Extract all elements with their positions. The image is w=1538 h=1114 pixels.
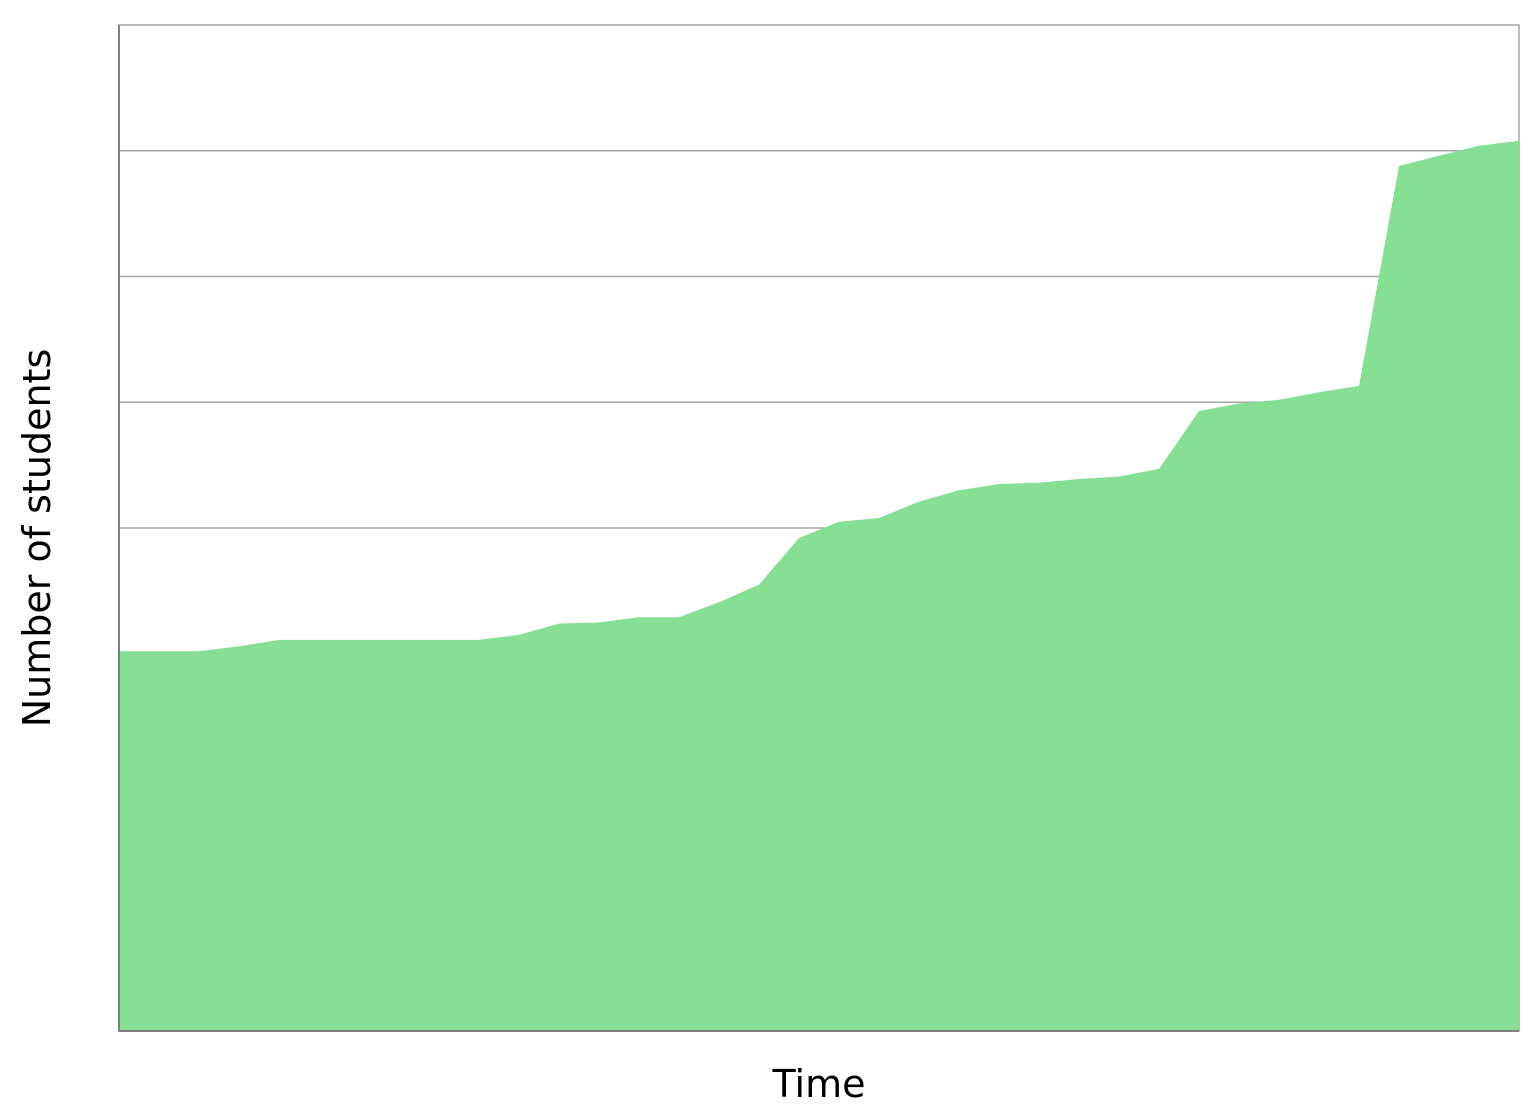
x-axis-title: Time bbox=[772, 1062, 866, 1106]
y-axis-title: Number of students bbox=[15, 349, 59, 728]
series-layer bbox=[119, 140, 1519, 1031]
area-series-0 bbox=[119, 140, 1519, 1031]
